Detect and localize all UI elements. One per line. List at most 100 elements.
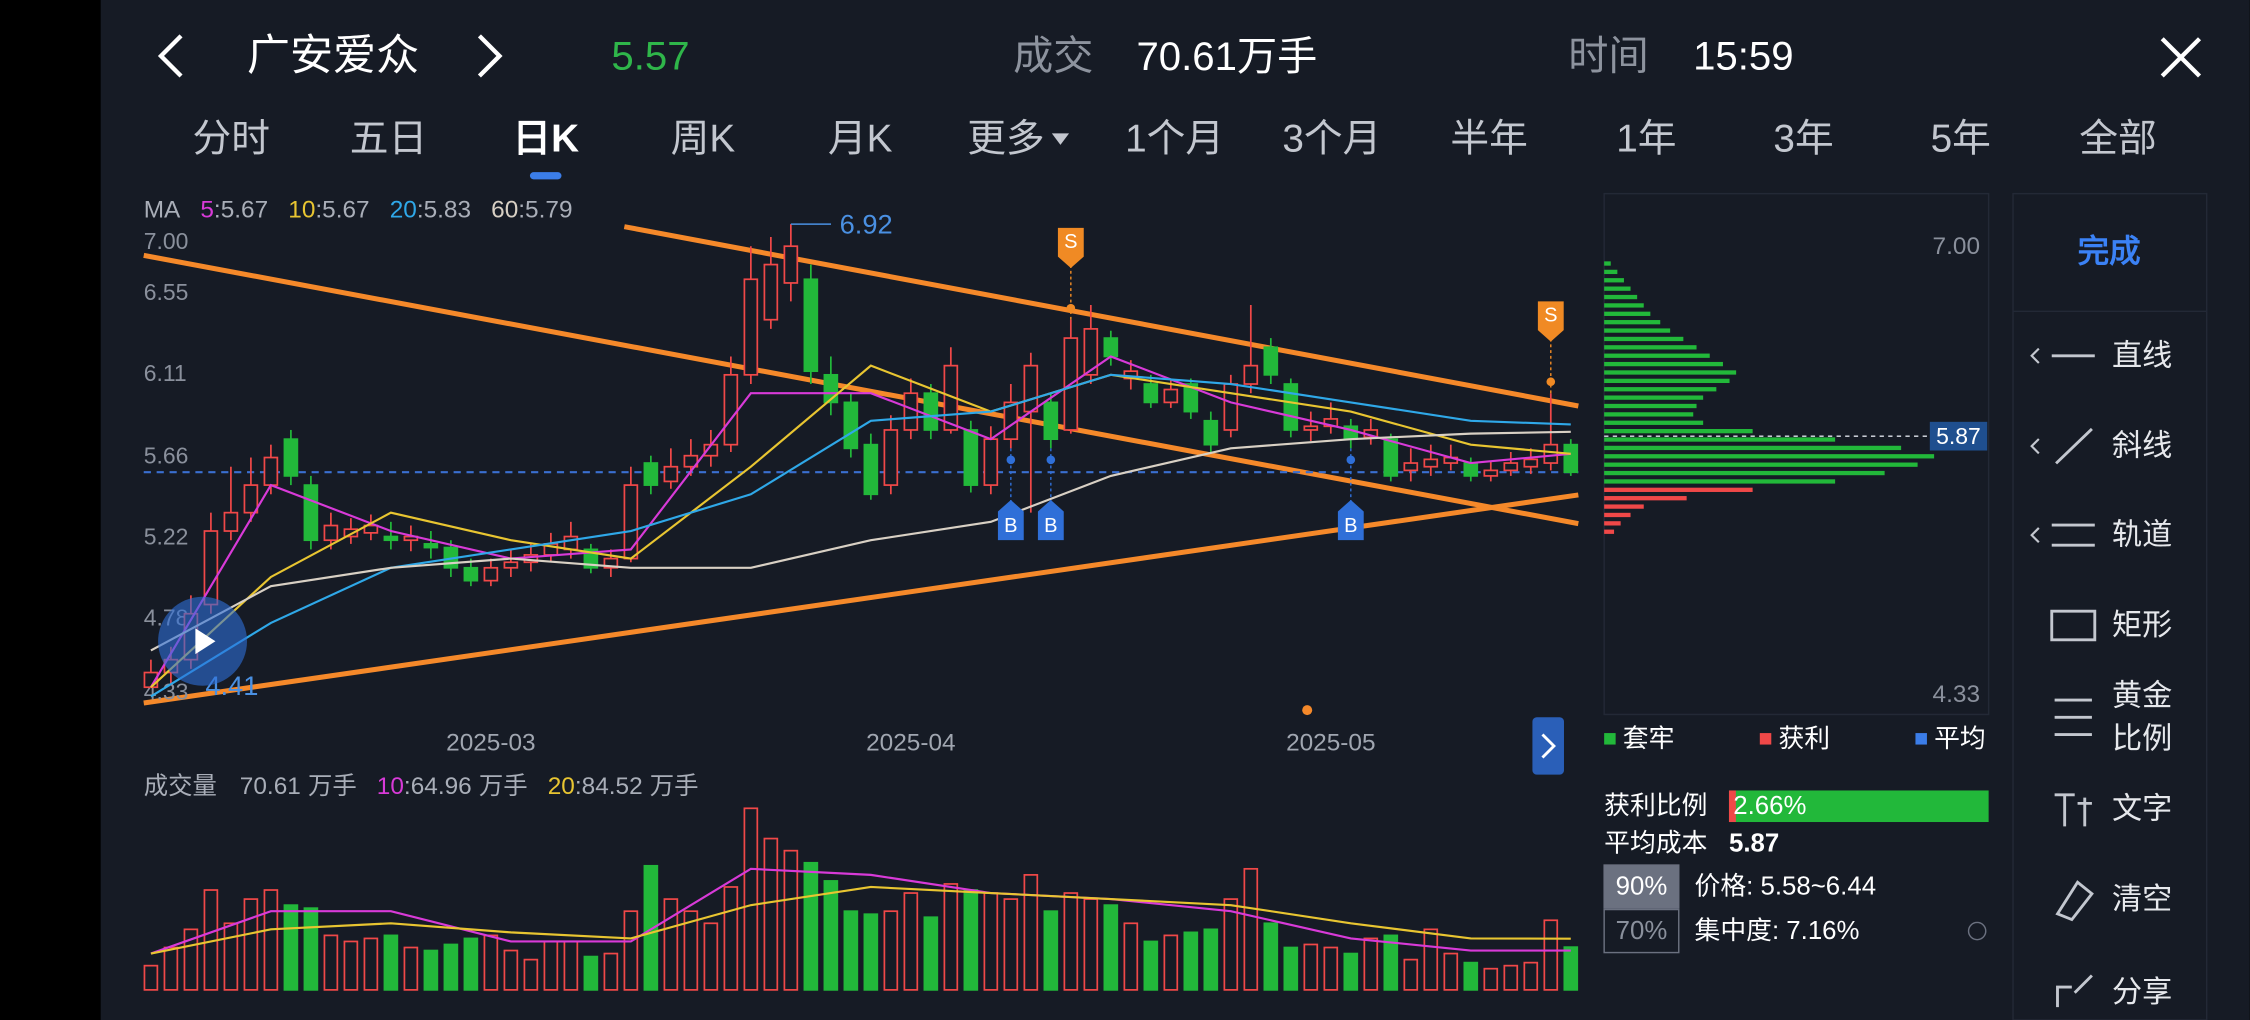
candle-body (1183, 383, 1199, 413)
volume-bar (583, 955, 599, 991)
band-box[interactable] (1603, 908, 1680, 954)
volume-bar (163, 946, 179, 991)
tab[interactable]: 周K (671, 118, 736, 161)
candle-body (323, 524, 339, 542)
volume-ma-unit: 万手 (650, 773, 699, 800)
y-tick-label: 6.11 (144, 360, 187, 386)
time-label: 时间 (1568, 33, 1648, 78)
tab-underline (529, 172, 562, 180)
tab[interactable]: 半年 (1450, 118, 1527, 161)
tool-label: 斜线 (2112, 430, 2172, 463)
candle-body (503, 561, 519, 569)
tool[interactable]: 清空 (2055, 880, 2172, 922)
signal-dot (1006, 455, 1016, 465)
volume-ma-value: 64.96 (411, 773, 472, 800)
volume-bar (1503, 964, 1519, 991)
tab[interactable]: 1年 (1616, 118, 1676, 161)
volume-unit: 万手 (1237, 33, 1317, 78)
tool[interactable]: 斜线 (2030, 427, 2173, 465)
chip-bar (1604, 353, 1710, 358)
close-button[interactable] (2160, 37, 2202, 78)
ma-value: 5.79 (525, 196, 572, 223)
ma-legend: MA 5:5.67 10:5.67 20:5.83 60:5.79 (144, 196, 573, 223)
volume-bar (403, 946, 419, 991)
volume-ma-sep: : (404, 773, 411, 800)
volume-bar (763, 837, 779, 991)
candle-body (1563, 443, 1579, 474)
signal-marker (997, 499, 1024, 541)
stock-name: 广安爱众 (247, 32, 419, 80)
volume-bar (1383, 934, 1399, 991)
prev-button[interactable] (157, 34, 183, 78)
candle-body (1483, 469, 1499, 477)
signal-label: B (1004, 515, 1017, 537)
tool-label: 比例 (2112, 722, 2172, 755)
tool-chevron (2030, 527, 2040, 544)
volume-bar (943, 883, 959, 991)
candle-body (923, 392, 939, 431)
y-tick-label: 5.66 (144, 443, 189, 469)
candle-body (1523, 458, 1539, 468)
tab[interactable]: 1个月 (1125, 118, 1224, 161)
volume-bar (743, 807, 759, 991)
signal-label: S (1064, 231, 1077, 253)
tab[interactable]: 3年 (1773, 118, 1833, 161)
volume-unit: 万手 (308, 773, 357, 800)
profit-ratio-label: 获利比例 (1604, 791, 1707, 820)
tab[interactable]: 月K (828, 118, 893, 161)
tool-icon (2055, 880, 2094, 922)
candle-body (863, 443, 879, 496)
chip-bar (1604, 512, 1631, 518)
volume-bar (1403, 958, 1419, 991)
candle-body (623, 484, 639, 560)
chip-bar (1604, 294, 1638, 300)
x-tick-label: 2025-03 (446, 730, 535, 757)
tool[interactable]: 文字 (2054, 793, 2173, 827)
volume-bar (543, 940, 559, 991)
volume-bar (1243, 867, 1259, 991)
next-button[interactable] (477, 34, 503, 78)
volume-ma-line (150, 867, 1571, 955)
candle-body (363, 524, 379, 534)
volume-bar (1103, 904, 1119, 991)
done-button[interactable]: 完成 (2078, 233, 2141, 269)
tab[interactable]: 五日 (350, 118, 427, 161)
volume-bar (903, 892, 919, 991)
tool-label: 黄金 (2112, 679, 2172, 712)
volume-bar (1123, 922, 1139, 991)
chip-tick-label: 7.00 (1933, 233, 1980, 260)
band-box[interactable] (1603, 864, 1680, 909)
avg-cost-value: 5.87 (1729, 830, 1779, 858)
band-detail: 价格: 5.58~6.44 (1695, 872, 1877, 901)
tool[interactable]: 轨道 (2030, 519, 2173, 552)
volume-bar (803, 861, 819, 991)
chip-bar (1604, 496, 1687, 501)
volume-ma-name: 10 (377, 773, 404, 800)
candle-body (263, 456, 279, 486)
ma-name: 60 (491, 196, 518, 223)
avg-cost-label: 平均成本 (1604, 829, 1707, 858)
tab[interactable]: 日K (512, 118, 579, 161)
signal-marker (1337, 499, 1364, 541)
tab[interactable]: 5年 (1931, 118, 1991, 161)
tab[interactable]: 更多 (967, 118, 1044, 161)
candle-body (1143, 383, 1159, 404)
legend-swatch (1915, 733, 1927, 745)
chip-bar (1604, 420, 1704, 425)
volume-label: 成交 (1013, 33, 1093, 78)
volume-bar (523, 958, 539, 991)
tool[interactable]: 矩形 (2050, 609, 2172, 642)
tab[interactable]: 分时 (193, 118, 270, 161)
tool[interactable]: 分享 (2056, 974, 2172, 1010)
volume-bar (1203, 928, 1219, 991)
expand-button[interactable] (1532, 717, 1564, 775)
candle-body (1163, 388, 1179, 404)
tool[interactable]: 直线 (2030, 339, 2173, 372)
tab[interactable]: 全部 (2079, 118, 2156, 161)
volume-bar (1363, 937, 1379, 991)
volume-bar (1323, 946, 1339, 991)
expand-arrow (1541, 733, 1556, 759)
profit-ratio-bar (1728, 790, 1736, 823)
tab[interactable]: 3个月 (1282, 118, 1381, 161)
